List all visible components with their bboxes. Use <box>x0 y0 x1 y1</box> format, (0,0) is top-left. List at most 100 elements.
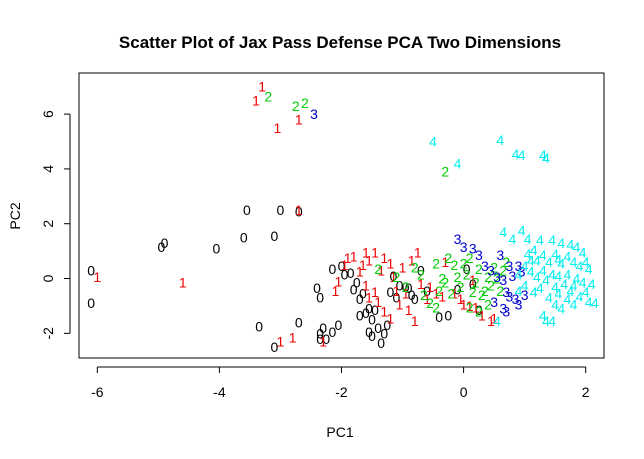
point-cluster-4: 4 <box>579 244 587 260</box>
point-cluster-4: 4 <box>530 284 538 300</box>
point-cluster-4: 4 <box>515 283 523 299</box>
point-cluster-2: 2 <box>411 260 419 276</box>
point-cluster-4: 4 <box>557 235 565 251</box>
point-cluster-0: 0 <box>243 202 251 218</box>
point-cluster-2: 2 <box>454 269 462 285</box>
point-cluster-2: 2 <box>493 271 501 287</box>
point-cluster-1: 1 <box>396 297 404 313</box>
point-cluster-2: 2 <box>441 275 449 291</box>
point-cluster-0: 0 <box>383 317 391 333</box>
point-cluster-4: 4 <box>551 246 559 262</box>
point-cluster-1: 1 <box>426 279 434 295</box>
point-cluster-2: 2 <box>374 261 382 277</box>
point-cluster-1: 1 <box>252 92 260 108</box>
point-cluster-0: 0 <box>335 317 343 333</box>
point-cluster-0: 0 <box>368 312 376 328</box>
point-cluster-4: 4 <box>518 147 526 163</box>
point-cluster-0: 0 <box>212 240 220 256</box>
point-cluster-0: 0 <box>380 325 388 341</box>
point-cluster-4: 4 <box>518 223 526 239</box>
point-cluster-1: 1 <box>371 284 379 300</box>
point-cluster-3: 3 <box>490 294 498 310</box>
point-cluster-2: 2 <box>475 261 483 277</box>
point-cluster-0: 0 <box>365 324 373 340</box>
point-cluster-4: 4 <box>527 253 535 269</box>
point-cluster-4: 4 <box>512 146 520 162</box>
point-cluster-4: 4 <box>533 253 541 269</box>
point-cluster-1: 1 <box>389 269 397 285</box>
point-cluster-3: 3 <box>502 284 510 300</box>
point-cluster-1: 1 <box>380 303 388 319</box>
point-cluster-4: 4 <box>521 277 529 293</box>
point-cluster-1: 1 <box>377 262 385 278</box>
point-cluster-2: 2 <box>457 279 465 295</box>
point-cluster-2: 2 <box>420 287 428 303</box>
point-cluster-4: 4 <box>454 155 462 171</box>
point-cluster-2: 2 <box>393 269 401 285</box>
point-cluster-2: 2 <box>451 257 459 273</box>
point-cluster-1: 1 <box>93 269 101 285</box>
point-cluster-1: 1 <box>374 294 382 310</box>
point-cluster-0: 0 <box>328 261 336 277</box>
point-cluster-1: 1 <box>341 257 349 273</box>
point-cluster-0: 0 <box>389 268 397 284</box>
point-cluster-0: 0 <box>408 287 416 303</box>
y-axis-label: PC2 <box>7 202 23 229</box>
point-cluster-4: 4 <box>576 258 584 274</box>
point-cluster-0: 0 <box>87 295 95 311</box>
point-cluster-1: 1 <box>350 249 358 265</box>
point-cluster-0: 0 <box>356 308 364 324</box>
point-cluster-0: 0 <box>435 309 443 325</box>
point-cluster-4: 4 <box>536 280 544 296</box>
point-cluster-1: 1 <box>365 253 373 269</box>
point-cluster-4: 4 <box>551 279 559 295</box>
point-cluster-1: 1 <box>490 310 498 326</box>
point-cluster-4: 4 <box>570 277 578 293</box>
point-cluster-4: 4 <box>563 266 571 282</box>
point-cluster-0: 0 <box>350 281 358 297</box>
point-cluster-4: 4 <box>582 284 590 300</box>
point-cluster-3: 3 <box>496 247 504 263</box>
plot-frame <box>78 72 605 359</box>
point-cluster-1: 1 <box>457 291 465 307</box>
y-tick-label: 6 <box>40 110 56 118</box>
point-cluster-0: 0 <box>475 302 483 318</box>
point-cluster-0: 0 <box>270 228 278 244</box>
point-cluster-2: 2 <box>472 275 480 291</box>
point-cluster-0: 0 <box>402 279 410 295</box>
point-cluster-1: 1 <box>438 288 446 304</box>
point-cluster-1: 1 <box>411 313 419 329</box>
point-cluster-3: 3 <box>481 258 489 274</box>
point-cluster-3: 3 <box>310 106 318 122</box>
point-cluster-0: 0 <box>255 318 263 334</box>
point-cluster-0: 0 <box>362 305 370 321</box>
point-cluster-4: 4 <box>582 254 590 270</box>
point-cluster-3: 3 <box>493 269 501 285</box>
point-cluster-1: 1 <box>356 264 364 280</box>
point-cluster-1: 1 <box>402 286 410 302</box>
point-cluster-0: 0 <box>161 235 169 251</box>
point-cluster-3: 3 <box>515 258 523 274</box>
point-cluster-4: 4 <box>588 276 596 292</box>
point-cluster-1: 1 <box>359 257 367 273</box>
point-cluster-4: 4 <box>542 313 550 329</box>
point-cluster-0: 0 <box>316 290 324 306</box>
point-cluster-1: 1 <box>380 250 388 266</box>
point-cluster-3: 3 <box>509 268 517 284</box>
point-cluster-4: 4 <box>509 231 517 247</box>
point-cluster-3: 3 <box>460 239 468 255</box>
point-cluster-3: 3 <box>487 262 495 278</box>
point-cluster-1: 1 <box>414 244 422 260</box>
point-cluster-2: 2 <box>301 95 309 111</box>
point-cluster-1: 1 <box>362 244 370 260</box>
point-cluster-0: 0 <box>240 229 248 245</box>
point-cluster-2: 2 <box>487 277 495 293</box>
point-cluster-0: 0 <box>347 265 355 281</box>
point-cluster-0: 0 <box>277 202 285 218</box>
point-cluster-3: 3 <box>475 247 483 263</box>
x-axis-label: PC1 <box>326 424 353 440</box>
point-cluster-0: 0 <box>356 291 364 307</box>
point-cluster-4: 4 <box>545 290 553 306</box>
point-cluster-0: 0 <box>341 266 349 282</box>
